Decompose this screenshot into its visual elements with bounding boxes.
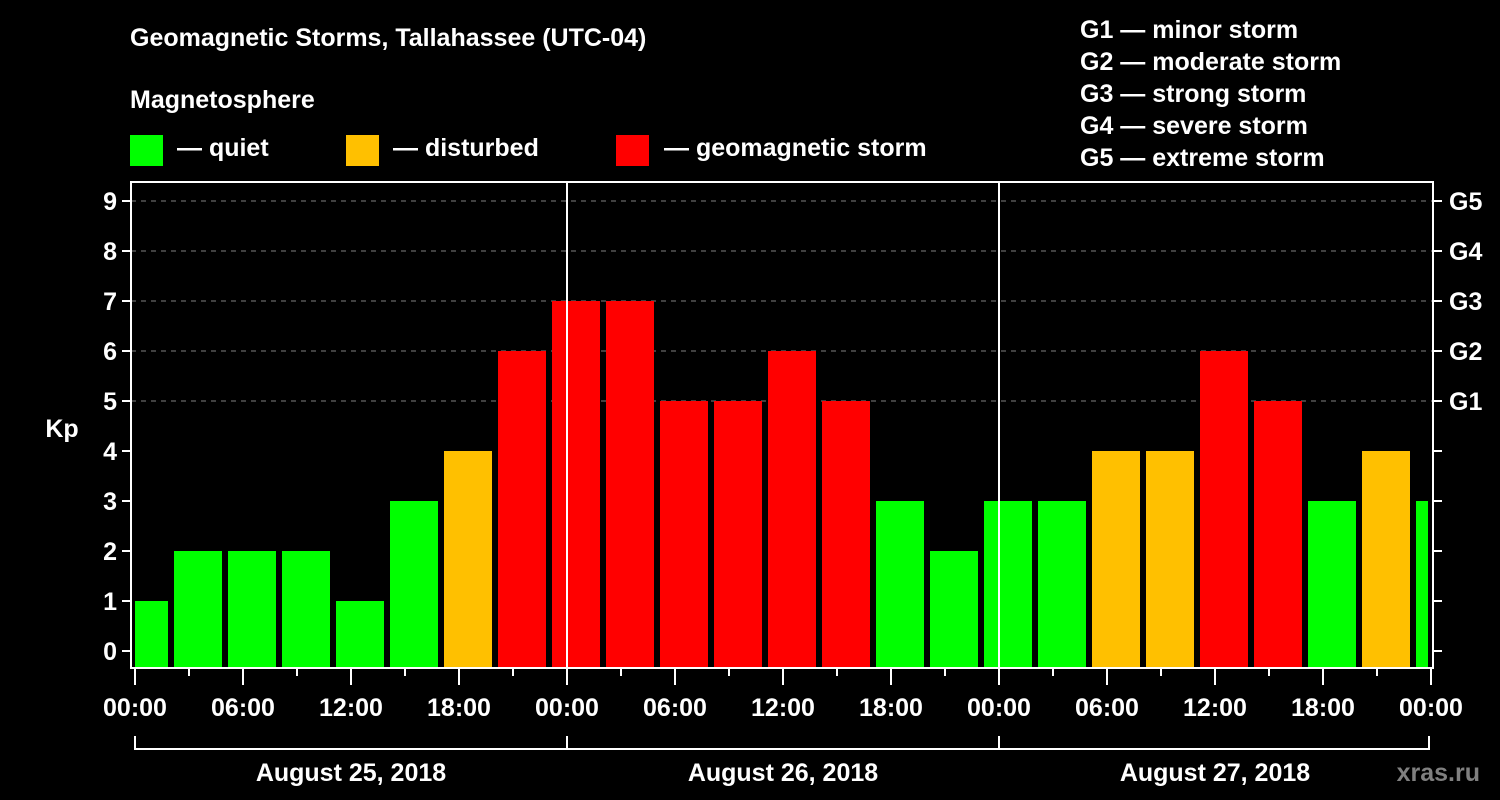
g-tick-label: G1 (1449, 388, 1482, 416)
bar-13 (822, 401, 870, 667)
ytick-label: 4 (103, 438, 117, 466)
y-axis-label: Kp (45, 415, 78, 443)
axes (122, 181, 1442, 750)
bar-15 (930, 551, 978, 667)
ytick-label: 1 (103, 588, 117, 616)
xtick-label: 06:00 (211, 694, 275, 722)
g-scale-g2: G2 — moderate storm (1080, 48, 1342, 76)
ytick-label: 9 (103, 188, 117, 216)
bar-2 (228, 551, 276, 667)
xtick-label: 06:00 (643, 694, 707, 722)
g-scale-g5: G5 — extreme storm (1080, 144, 1325, 172)
day-label: August 26, 2018 (688, 759, 878, 787)
bar-5 (390, 501, 438, 667)
xtick-label: 00:00 (967, 694, 1031, 722)
ytick-label: 2 (103, 538, 117, 566)
bar-17 (1038, 501, 1086, 667)
g-scale-g1: G1 — minor storm (1080, 16, 1299, 44)
bar-18 (1092, 451, 1140, 667)
day-bracket-2 (998, 736, 1430, 750)
day-label: August 27, 2018 (1120, 759, 1310, 787)
watermark: xras.ru (1397, 759, 1480, 787)
g-scale-g3: G3 — strong storm (1080, 80, 1307, 108)
bars (135, 301, 1428, 667)
bar-24 (1416, 501, 1428, 667)
ytick-label: 6 (103, 338, 117, 366)
xtick-label: 00:00 (535, 694, 599, 722)
xtick-label: 18:00 (859, 694, 923, 722)
xtick-label: 00:00 (1399, 694, 1463, 722)
bar-11 (714, 401, 762, 667)
bar-16 (984, 501, 1032, 667)
g-scale-g4: G4 — severe storm (1080, 112, 1308, 140)
bar-22 (1308, 501, 1356, 667)
bar-1 (174, 551, 222, 667)
bar-6 (444, 451, 492, 667)
legend-label-storm: — geomagnetic storm (664, 134, 927, 162)
chart-title: Geomagnetic Storms, Tallahassee (UTC-04) (130, 24, 647, 52)
ytick-label: 0 (103, 638, 117, 666)
bar-10 (660, 401, 708, 667)
legend-label-disturbed: — disturbed (393, 134, 539, 162)
bar-20 (1200, 351, 1248, 667)
axis-labels: 0 1 2 3 4 5 6 7 8 9 G1 G2 G3 G4 G5 00:00 06:00 12:00 18:00… (103, 188, 1482, 787)
xtick-label: 12:00 (319, 694, 383, 722)
ytick-label: 8 (103, 238, 117, 266)
xtick-label: 18:00 (427, 694, 491, 722)
bar-9 (606, 301, 654, 667)
bar-23 (1362, 451, 1410, 667)
bar-19 (1146, 451, 1194, 667)
bar-12 (768, 351, 816, 667)
xtick-label: 12:00 (751, 694, 815, 722)
g-tick-label: G3 (1449, 288, 1482, 316)
g-tick-label: G2 (1449, 338, 1482, 366)
ytick-label: 7 (103, 288, 117, 316)
xtick-label: 18:00 (1291, 694, 1355, 722)
bar-8 (552, 301, 600, 667)
g-tick-label: G4 (1449, 238, 1482, 266)
bar-7 (498, 351, 546, 667)
legend-subtitle: Magnetosphere (130, 86, 315, 114)
legend-swatch-quiet (130, 135, 163, 166)
bar-0 (135, 601, 168, 667)
legend-label-quiet: — quiet (177, 134, 269, 162)
ytick-label: 5 (103, 388, 117, 416)
ytick-label: 3 (103, 488, 117, 516)
day-bracket-1 (566, 736, 1000, 750)
day-bracket-0 (134, 736, 568, 750)
bar-4 (336, 601, 384, 667)
legend-swatch-disturbed (346, 135, 379, 166)
bar-21 (1254, 401, 1302, 667)
bar-3 (282, 551, 330, 667)
xtick-label: 06:00 (1075, 694, 1139, 722)
legend-swatch-storm (616, 135, 649, 166)
bar-14 (876, 501, 924, 667)
g-tick-label: G5 (1449, 188, 1482, 216)
xtick-label: 12:00 (1183, 694, 1247, 722)
xtick-label: 00:00 (103, 694, 167, 722)
day-label: August 25, 2018 (256, 759, 446, 787)
